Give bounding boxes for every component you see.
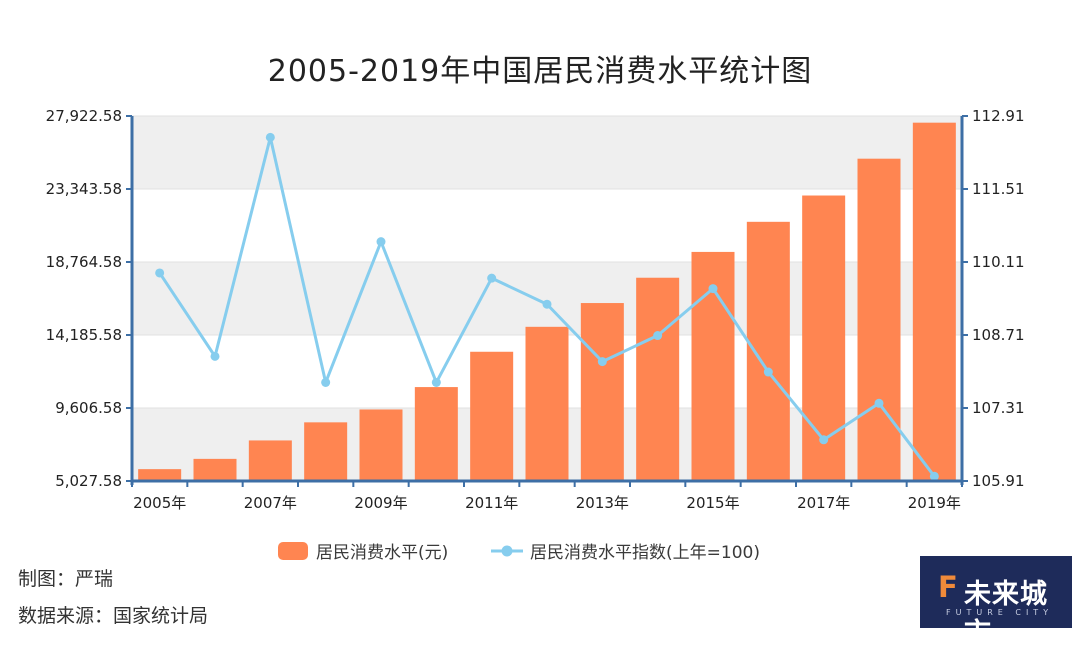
left-tick-label: 18,764.58 <box>46 253 122 271</box>
right-tick-label: 111.51 <box>972 180 1025 198</box>
index-point-2011年 <box>487 273 497 283</box>
legend-item-line[interactable]: 居民消费水平指数(上年=100) <box>490 538 760 563</box>
bar-2018年 <box>857 158 901 482</box>
bar-2006年 <box>193 458 237 481</box>
index-point-2007年 <box>265 132 275 142</box>
x-tick-label: 2017年 <box>797 494 850 512</box>
left-tick-label: 27,922.58 <box>46 107 122 125</box>
author-credit: 制图：严瑞 <box>18 568 114 590</box>
right-tick-label: 105.91 <box>972 472 1025 490</box>
bar-2007年 <box>248 440 292 481</box>
legend-bar-label: 居民消费水平(元) <box>316 543 449 563</box>
legend-line-label: 居民消费水平指数(上年=100) <box>530 543 760 563</box>
bar-2011年 <box>470 351 514 481</box>
line-series <box>155 132 939 481</box>
right-tick-label: 107.31 <box>972 399 1025 417</box>
legend-bar-swatch <box>278 541 308 560</box>
left-tick-label: 23,343.58 <box>46 180 122 198</box>
index-point-2018年 <box>874 398 884 408</box>
chart-title: 2005-2019年中国居民消费水平统计图 <box>267 54 813 89</box>
source-credit: 数据来源：国家统计局 <box>18 605 209 627</box>
left-tick-label: 5,027.58 <box>55 472 122 490</box>
logo-mark-icon: F <box>938 570 958 604</box>
index-point-2013年 <box>597 357 607 367</box>
index-point-2009年 <box>376 237 386 247</box>
bar-2008年 <box>304 422 348 481</box>
bar-2009年 <box>359 409 403 481</box>
left-tick-label: 9,606.58 <box>55 399 122 417</box>
legend: 居民消费水平(元) 居民消费水平指数(上年=100) <box>0 538 1080 564</box>
right-tick-label: 108.71 <box>972 326 1025 344</box>
bar-2017年 <box>802 195 846 481</box>
legend-line-swatch <box>491 545 523 556</box>
bar-2010年 <box>414 387 458 481</box>
index-point-2014年 <box>653 331 663 341</box>
left-axis-ticks: 27,922.58 23,343.58 18,764.58 14,185.58 9,60… <box>46 107 132 490</box>
index-point-2016年 <box>763 367 773 377</box>
index-point-2017年 <box>819 435 829 445</box>
future-city-logo: F 未来城市 FUTURE CITY <box>920 556 1072 649</box>
x-tick-label: 2015年 <box>686 494 739 512</box>
index-point-2005年 <box>155 268 165 278</box>
bar-2019年 <box>912 122 956 481</box>
x-tick-label: 2007年 <box>244 494 297 512</box>
x-tick-label: 2009年 <box>354 494 407 512</box>
legend-item-bar[interactable]: 居民消费水平(元) <box>278 538 448 563</box>
right-tick-label: 112.91 <box>972 107 1025 125</box>
index-point-2015年 <box>708 284 718 294</box>
logo-subtitle: FUTURE CITY <box>946 608 1054 617</box>
right-tick-label: 110.11 <box>972 253 1025 271</box>
index-point-2006年 <box>210 351 220 361</box>
x-axis-ticks: 2005年 2007年 2009年 2011年 2013年 2015年 2017年 2019年 <box>131 481 963 512</box>
x-tick-label: 2019年 <box>908 494 961 512</box>
x-tick-label: 2013年 <box>576 494 629 512</box>
index-point-2010年 <box>431 377 441 387</box>
right-axis-ticks: 112.91 111.51 110.11 108.71 107.31 105.91 <box>962 107 1025 490</box>
index-point-2008年 <box>321 377 331 387</box>
bar-2012年 <box>525 326 569 481</box>
grid-band <box>132 116 962 189</box>
axes <box>130 116 964 485</box>
bar-2013年 <box>580 303 624 481</box>
left-tick-label: 14,185.58 <box>46 326 122 344</box>
bar-2005年 <box>138 469 182 481</box>
index-point-2019年 <box>929 471 939 481</box>
x-tick-label: 2011年 <box>465 494 518 512</box>
x-tick-label: 2005年 <box>133 494 186 512</box>
bar-2014年 <box>636 277 680 481</box>
index-point-2012年 <box>542 299 552 309</box>
